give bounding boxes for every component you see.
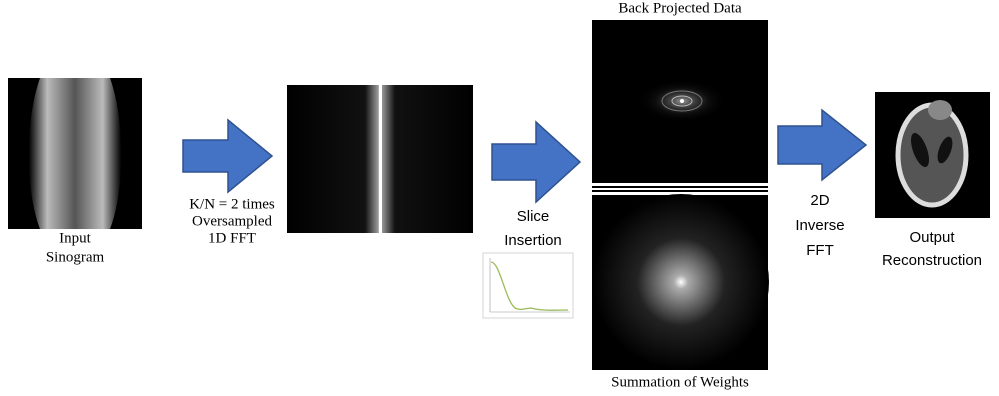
step-label: 1D FFT: [208, 230, 256, 246]
input-label: Sinogram: [46, 249, 105, 265]
output-label: Output: [909, 229, 955, 246]
step-label: 2D: [810, 192, 829, 209]
step-label: K/N = 2 times: [189, 196, 275, 212]
step-label: Inverse: [795, 217, 844, 234]
panel-title: Summation of Weights: [611, 374, 749, 390]
diagram: Input Sinogram K/N = 2 times Oversampled…: [0, 0, 999, 396]
phantom: [898, 105, 966, 205]
panel-title: Back Projected Data: [618, 0, 742, 16]
sinogram-shape: [29, 78, 122, 229]
step-label: Insertion: [504, 232, 562, 249]
arrow: [778, 110, 866, 180]
fft-line: [379, 85, 382, 233]
center-dot: [680, 99, 684, 103]
output-label: Reconstruction: [882, 252, 982, 269]
step-label: FFT: [806, 242, 834, 259]
weights-glow: [593, 194, 769, 370]
step-label: Oversampled: [192, 213, 272, 229]
step-label: Slice: [517, 208, 550, 225]
arrow: [492, 122, 580, 202]
input-label: Input: [59, 230, 91, 246]
arrow: [183, 120, 272, 192]
phantom-part: [928, 100, 952, 120]
